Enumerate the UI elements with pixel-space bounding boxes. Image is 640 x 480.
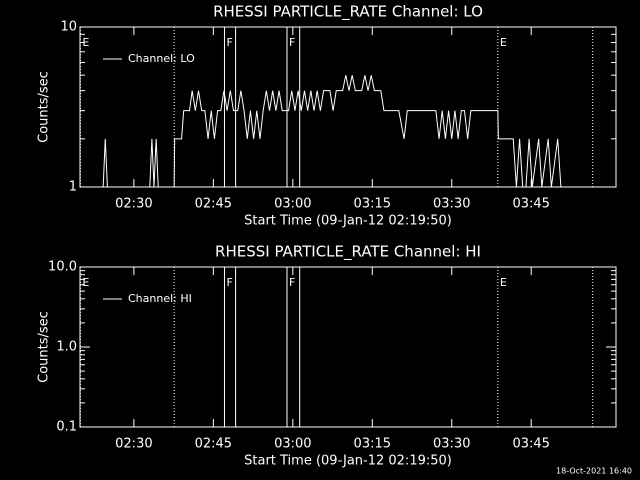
data-line: [91, 75, 593, 188]
x-tick-label: 03:45: [512, 197, 549, 212]
plot-frame: [79, 26, 617, 188]
y-axis-label: Counts/sec: [37, 71, 52, 143]
chart-title: RHESSI PARTICLE_RATE Channel: LO: [213, 3, 483, 22]
y-axis-label: Counts/sec: [37, 311, 52, 383]
x-tick-label: 02:45: [195, 437, 232, 452]
event-label: F: [289, 36, 295, 49]
y-tick-label: 1.0: [56, 340, 77, 355]
x-axis-label: Start Time (09-Jan-12 02:19:50): [244, 214, 452, 229]
x-tick-label: 03:15: [354, 437, 391, 452]
event-label: E: [82, 36, 89, 49]
x-tick-label: 03:30: [433, 437, 470, 452]
legend-label: Channel: LO: [128, 52, 195, 65]
x-tick-label: 02:45: [195, 197, 232, 212]
plot-frame: [79, 266, 617, 428]
x-tick-label: 02:30: [115, 197, 152, 212]
x-tick-label: 03:00: [274, 197, 311, 212]
x-tick-label: 03:15: [354, 197, 391, 212]
x-axis-label: Start Time (09-Jan-12 02:19:50): [244, 454, 452, 469]
x-tick-label: 03:45: [512, 437, 549, 452]
footer: 18-Oct-2021 16:40: [556, 467, 632, 476]
y-tick-label: 1: [69, 180, 77, 195]
event-label: F: [289, 276, 295, 289]
x-tick-label: 03:00: [274, 437, 311, 452]
event-label: E: [82, 276, 89, 289]
x-tick-label: 02:30: [115, 437, 152, 452]
event-label: E: [500, 36, 507, 49]
x-tick-label: 03:30: [433, 197, 470, 212]
y-tick-label: 10: [60, 20, 77, 35]
chart-title: RHESSI PARTICLE_RATE Channel: HI: [215, 243, 481, 262]
event-label: E: [500, 276, 507, 289]
legend-label: Channel: HI: [128, 292, 192, 305]
event-label: F: [226, 36, 232, 49]
y-tick-label: 0.1: [56, 420, 77, 435]
event-label: F: [226, 276, 232, 289]
y-tick-label: 10.0: [48, 260, 77, 275]
